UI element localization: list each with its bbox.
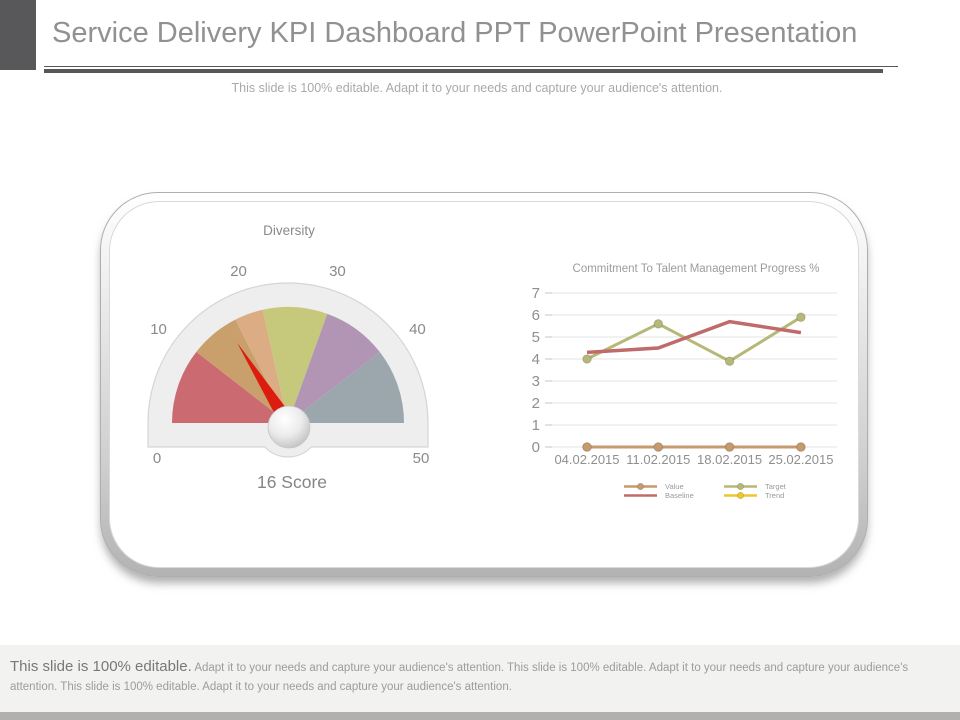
legend-label: Baseline (665, 491, 694, 500)
gauge-segment (196, 319, 288, 423)
x-axis-label: 04.02.2015 (554, 452, 619, 467)
legend-label: Trend (765, 491, 784, 500)
slide-subtitle: This slide is 100% editable. Adapt it to… (231, 81, 723, 95)
gauge-caption: 16 Score (257, 472, 327, 492)
series-marker-target (796, 312, 806, 323)
gauge-segment (262, 307, 328, 423)
dashboard-panel (100, 192, 868, 577)
title-divider (44, 66, 898, 73)
y-axis-label: 7 (532, 285, 540, 302)
gauge-segment (288, 351, 404, 423)
series-marker-value (653, 442, 664, 452)
series-marker-value (796, 442, 806, 452)
progress-line-chart: 0 1 2 3 4 5 6 7 04.02.2015 11.02.2015 18.02.2015 25… (532, 263, 837, 500)
series-marker-target (582, 354, 592, 364)
gauge-tick-label: 50 (413, 450, 430, 467)
page-title: Service Delivery KPI Dashboard PPT Power… (52, 17, 858, 49)
series-line-target (586, 315, 802, 363)
gauge-tick-label: 20 (230, 263, 247, 280)
footer-text: This slide is 100% editable. Adapt it to… (10, 657, 948, 697)
y-axis-label: 0 (532, 439, 540, 456)
gauge-segment (172, 351, 288, 423)
corner-accent-block (0, 0, 36, 70)
chart-title: Commitment To Talent Management Progress… (573, 263, 820, 275)
legend-marker (736, 491, 745, 500)
gauge-hub (267, 405, 311, 449)
footer-body-text: Adapt it to your needs and capture your … (10, 662, 909, 693)
y-axis-label: 3 (532, 373, 540, 390)
legend-label: Value (665, 482, 684, 491)
title-divider-thick-line (44, 69, 883, 73)
x-axis-label: 25.02.2015 (768, 452, 833, 467)
x-axis-label: 18.02.2015 (697, 452, 762, 467)
y-axis-label: 4 (532, 351, 540, 368)
y-axis-label: 2 (532, 395, 540, 412)
series-line-baseline (586, 319, 802, 355)
gauge-title: Diversity (263, 223, 315, 238)
y-axis-label: 1 (532, 417, 540, 434)
series-marker-value (724, 442, 735, 452)
footer-band: This slide is 100% editable. Adapt it to… (0, 645, 960, 712)
y-axis-label: 6 (532, 307, 540, 324)
gauge-needle (237, 342, 295, 428)
gauge-segment (288, 313, 380, 423)
gauge-tick-label: 0 (153, 450, 161, 467)
legend-label: Target (765, 482, 787, 491)
series-marker-target (653, 319, 664, 329)
x-axis-label: 11.02.2015 (626, 452, 690, 467)
y-axis-label: 5 (532, 329, 540, 346)
series-marker-value (582, 442, 592, 452)
bottom-accent-bar (0, 712, 960, 720)
series-marker-target (724, 356, 735, 366)
footer-lead-text: This slide is 100% editable. (10, 658, 192, 675)
gauge-tick-label: 40 (409, 321, 426, 338)
diversity-gauge-chart: 0 10 20 30 40 50 Diversity 16 Score (147, 223, 430, 492)
legend-marker (736, 482, 745, 491)
gauge-tick-label: 30 (329, 263, 346, 280)
legend-marker (636, 482, 645, 491)
gauge-tick-label: 10 (150, 321, 167, 338)
